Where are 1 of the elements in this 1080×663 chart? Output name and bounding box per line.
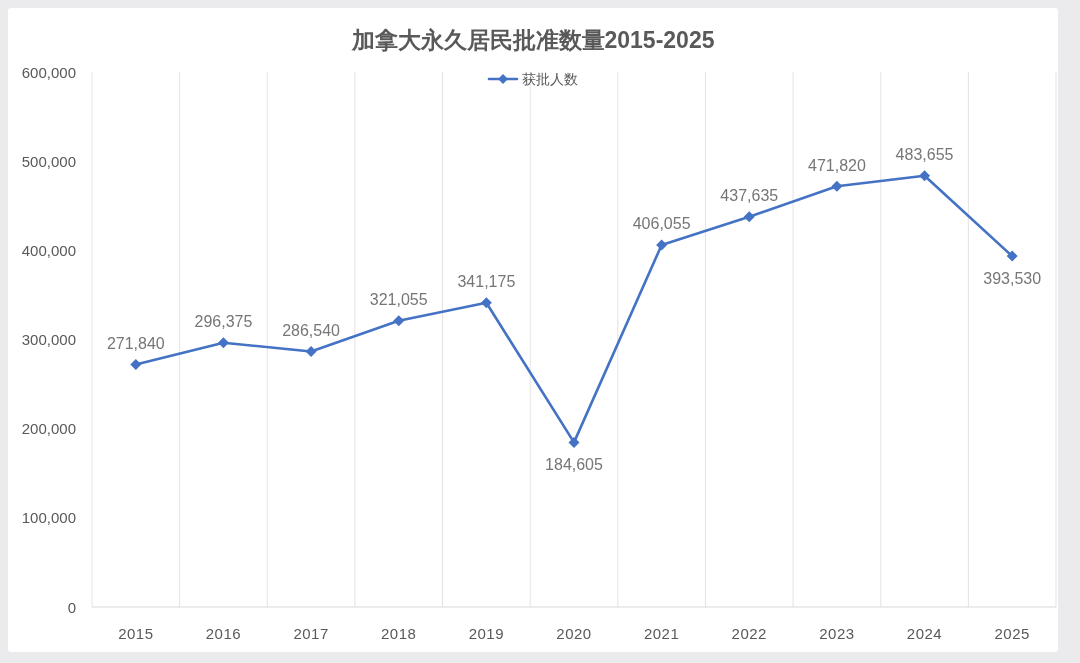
title: 加拿大永久居民批准数量2015-2025 xyxy=(351,27,715,53)
